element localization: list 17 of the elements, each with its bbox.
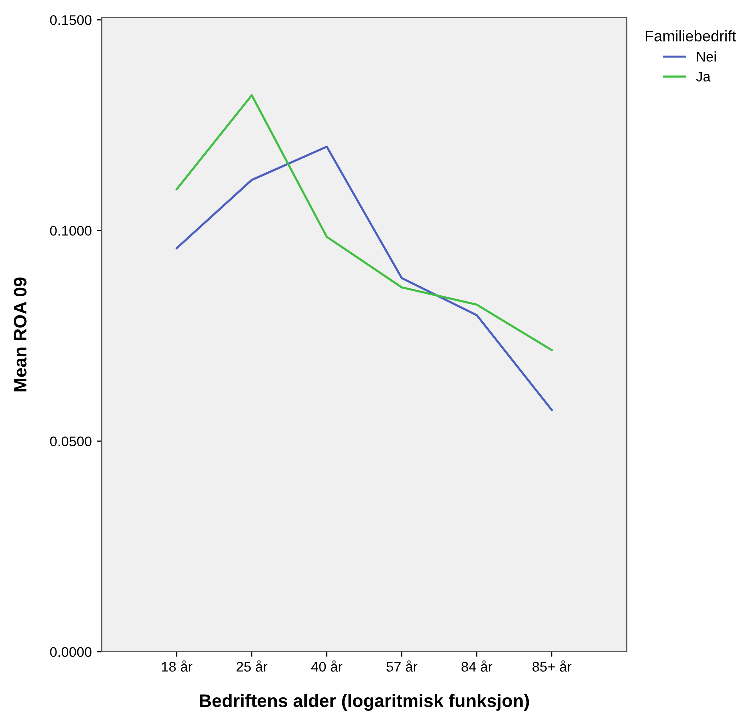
y-tick-label: 0.1500 bbox=[50, 15, 92, 26]
line-series bbox=[176, 146, 554, 412]
line-series bbox=[176, 94, 554, 352]
x-tick-label: 40 år bbox=[311, 660, 343, 672]
x-axis-title: Bedriftens alder (logaritmisk funksjon) bbox=[200, 694, 530, 712]
legend-label: Ja bbox=[696, 72, 711, 82]
legend-title: Familiebedrift bbox=[646, 30, 736, 42]
y-tick-label: 0.1000 bbox=[50, 226, 92, 236]
y-axis-title: Mean ROA 09 bbox=[14, 278, 27, 392]
x-tick-label: 85+ år bbox=[532, 660, 572, 672]
x-tick-label: 84 år bbox=[462, 660, 493, 672]
x-tick-label: 57 år bbox=[386, 660, 418, 672]
y-tick-label: 0.0000 bbox=[50, 647, 92, 658]
x-tick-label: 18 år bbox=[162, 660, 193, 672]
legend-label: Nei bbox=[697, 52, 716, 62]
y-tick-label: 0.0500 bbox=[50, 436, 92, 447]
x-tick-label: 25 år bbox=[236, 660, 268, 672]
